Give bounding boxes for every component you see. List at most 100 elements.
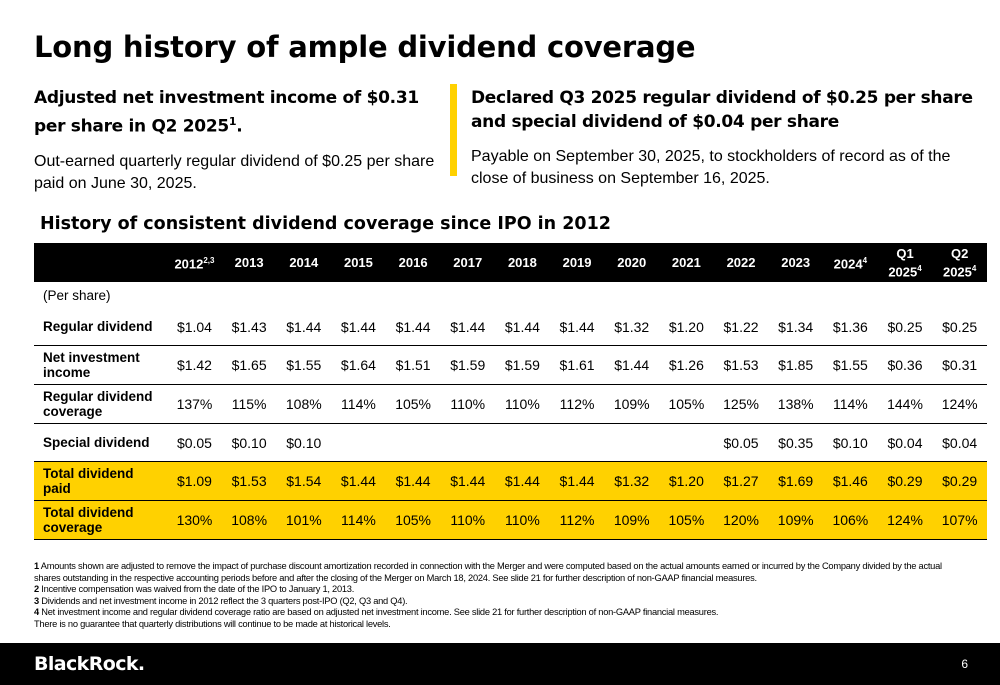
footnote-number: 3 (34, 595, 39, 606)
table-cell: $0.31 (932, 345, 987, 385)
table-cell: $1.59 (495, 345, 550, 385)
table-cell: 105% (385, 500, 441, 540)
table-cell: $1.44 (495, 461, 550, 501)
column-header-label: 2012 (174, 256, 204, 272)
table-cell: $1.44 (385, 308, 441, 346)
table-cell: 114% (331, 384, 386, 424)
table-cell: $0.10 (221, 423, 277, 462)
column-header: 2015 (331, 243, 386, 282)
column-header: 2021 (659, 243, 714, 282)
table-cell: 110% (495, 384, 550, 424)
table-cell: $1.69 (768, 461, 824, 501)
column-header-label: Q1 2025 (888, 245, 918, 280)
footnote: 2 Incentive compensation was waived from… (34, 584, 964, 596)
table-cell: $1.44 (549, 308, 605, 346)
table-header-row: 20122,3 2013 2014 2015 2016 2017 2018 2019 2020 2… (34, 243, 987, 282)
column-header: 2022 (713, 243, 769, 282)
column-header: 2013 (221, 243, 277, 282)
column-header-label: 2021 (671, 255, 701, 270)
table-cell: 112% (549, 500, 605, 540)
column-header: 20244 (823, 243, 878, 282)
table-row: Regular dividend coverage 137% 115% 108% 114… (34, 384, 987, 424)
table-cell: 124% (932, 384, 987, 424)
footnote-text: Amounts shown are adjusted to remove the… (34, 561, 942, 583)
footnote-number: 2 (34, 584, 39, 595)
table-cell: $1.55 (823, 345, 878, 385)
column-header: 2014 (276, 243, 332, 282)
table-cell: $0.10 (823, 423, 878, 462)
table-cell (549, 423, 605, 462)
blackrock-logo: BlackRock. (34, 653, 145, 675)
table-cell: $1.44 (331, 308, 386, 346)
table-cell: 114% (331, 500, 386, 540)
footnote-ref: 2,3 (203, 256, 215, 266)
nii-callout-body: Out-earned quarterly regular dividend of… (34, 152, 435, 192)
table-cell: 115% (221, 384, 277, 424)
footnote-ref: 4 (971, 263, 977, 273)
table-cell: $1.04 (167, 308, 222, 346)
table-title: History of consistent dividend coverage … (40, 214, 611, 234)
table-cell: 105% (659, 384, 714, 424)
nii-callout-heading-text: Adjusted net investment income of $0.31 … (34, 88, 419, 137)
footnote-ref: 4 (917, 263, 922, 273)
column-header-label: 2017 (453, 255, 483, 270)
table-cell: $0.05 (713, 423, 769, 462)
table-cell: 108% (221, 500, 277, 540)
footnote-ref: 1 (228, 115, 237, 128)
table-cell: 112% (549, 384, 605, 424)
footer-bar: BlackRock. 6 (0, 643, 1000, 685)
table-cell: 105% (659, 500, 714, 540)
column-header-label: Q2 2025 (942, 245, 972, 280)
footnote: There is no guarantee that quarterly dis… (34, 619, 964, 631)
footnote-ref: 4 (862, 256, 868, 266)
table-row: Regular dividend $1.04 $1.43 $1.44 $1.44 $1.4… (34, 308, 987, 346)
table-cell: $1.44 (440, 308, 496, 346)
table-cell: $1.34 (768, 308, 824, 346)
table-cell: $1.44 (604, 345, 660, 385)
table-cell: $1.20 (659, 461, 714, 501)
column-header: 2018 (495, 243, 550, 282)
table-cell: $0.35 (768, 423, 824, 462)
accent-divider (450, 84, 457, 176)
page-title: Long history of ample dividend coverage (34, 30, 696, 64)
table-cell: 109% (604, 384, 660, 424)
row-label: Regular dividend coverage (34, 384, 168, 424)
table-cell: 110% (440, 384, 496, 424)
table-cell: 124% (877, 500, 933, 540)
column-header-label: 2024 (833, 256, 863, 272)
table-cell: $0.10 (276, 423, 332, 462)
column-header: 20122,3 (167, 243, 222, 282)
table-cell: $1.64 (331, 345, 386, 385)
table-row: Total dividend coverage 130% 108% 101% 114% 1… (34, 500, 987, 540)
table-cell: $0.29 (877, 461, 933, 501)
table-cell: 138% (768, 384, 824, 424)
table-cell: 137% (167, 384, 222, 424)
table-cell: $0.36 (877, 345, 933, 385)
table-cell: $1.36 (823, 308, 878, 346)
table-cell (604, 423, 660, 462)
table-cell: $1.26 (659, 345, 714, 385)
column-header: 2023 (768, 243, 824, 282)
table-cell: $1.61 (549, 345, 605, 385)
page-number: 6 (961, 657, 968, 671)
table-cell: $1.85 (768, 345, 824, 385)
column-header-label: 2020 (617, 255, 647, 270)
column-header-label: 2014 (289, 255, 319, 270)
row-label: Regular dividend (34, 308, 168, 346)
nii-callout-heading: Adjusted net investment income of $0.31 … (34, 86, 444, 139)
unit-row: (Per share) (34, 282, 987, 308)
table-cell: $1.44 (331, 461, 386, 501)
table-cell (440, 423, 496, 462)
table-cell: 106% (823, 500, 878, 540)
footnote-text: Dividends and net investment income in 2… (41, 595, 408, 606)
row-label: Total dividend paid (34, 461, 168, 501)
table-cell: $0.25 (932, 308, 987, 346)
table-cell: $1.44 (495, 308, 550, 346)
column-header: 2019 (549, 243, 605, 282)
table-cell: $1.32 (604, 308, 660, 346)
dividend-coverage-table: 20122,3 2013 2014 2015 2016 2017 2018 2019 2020 2… (34, 243, 987, 540)
column-header: Q1 20254 (877, 243, 933, 282)
column-header: 2017 (440, 243, 496, 282)
table-cell: $1.55 (276, 345, 332, 385)
table-cell (331, 423, 386, 462)
